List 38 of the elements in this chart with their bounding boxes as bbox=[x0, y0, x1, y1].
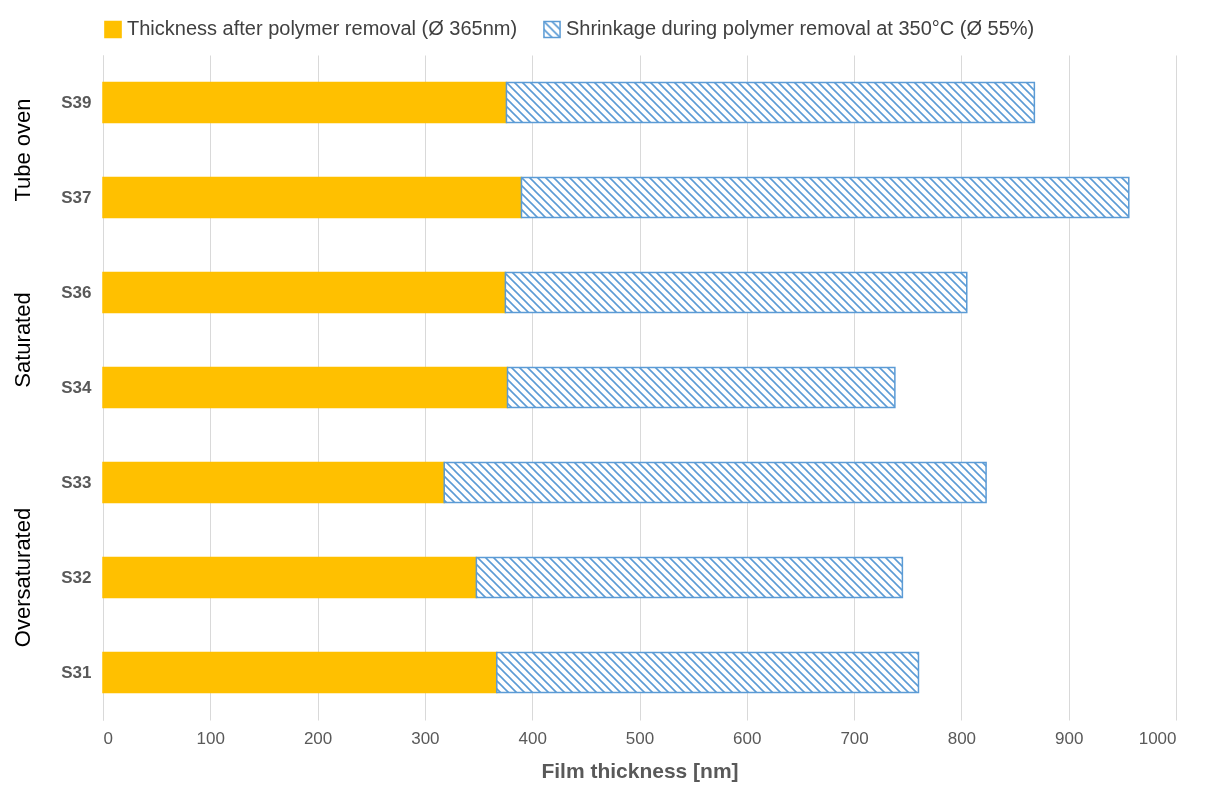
x-tick-label: 0 bbox=[103, 728, 113, 748]
text: Saturated bbox=[10, 292, 35, 388]
y-tick-label: S31 bbox=[61, 662, 92, 682]
text: Tube oven bbox=[10, 98, 35, 202]
x-tick-label: 800 bbox=[947, 728, 977, 748]
bar bbox=[496, 651, 920, 694]
bar bbox=[102, 81, 508, 124]
x-axis-title: Film thickness [nm] bbox=[541, 758, 739, 782]
bar bbox=[102, 366, 509, 409]
x-tick-label: 500 bbox=[625, 728, 655, 748]
bar bbox=[102, 271, 507, 314]
y-tick-label: S39 bbox=[61, 92, 92, 112]
x-tick-label: 200 bbox=[303, 728, 333, 748]
bar bbox=[506, 366, 896, 409]
bar bbox=[102, 556, 478, 599]
legend-label: Shrinkage during polymer removal at 350°C (Ø 55%) bbox=[566, 17, 1035, 40]
bar bbox=[102, 461, 445, 504]
bar bbox=[443, 461, 987, 504]
x-tick-label: 900 bbox=[1055, 728, 1084, 748]
bar bbox=[504, 271, 968, 314]
y-tick-label: S37 bbox=[61, 187, 92, 207]
y-tick-label: S32 bbox=[61, 567, 92, 587]
bar bbox=[505, 81, 1036, 124]
y-tick-label: S34 bbox=[61, 377, 93, 397]
x-tick-label: 400 bbox=[518, 728, 547, 748]
bar bbox=[520, 176, 1130, 219]
x-tick-label: 100 bbox=[196, 728, 225, 748]
text: Oversaturated bbox=[10, 507, 35, 648]
y-tick-label: S33 bbox=[61, 472, 92, 492]
x-tick-label: 600 bbox=[733, 728, 762, 748]
bar bbox=[102, 651, 498, 694]
legend-label: Thickness after polymer removal (Ø 365nm) bbox=[127, 17, 518, 40]
bar bbox=[102, 176, 523, 219]
y-tick-label: S36 bbox=[61, 282, 92, 302]
x-tick-label: 1000 bbox=[1138, 728, 1177, 748]
x-tick-label: 700 bbox=[840, 728, 869, 748]
x-tick-label: 300 bbox=[411, 728, 440, 748]
bar bbox=[475, 556, 904, 599]
